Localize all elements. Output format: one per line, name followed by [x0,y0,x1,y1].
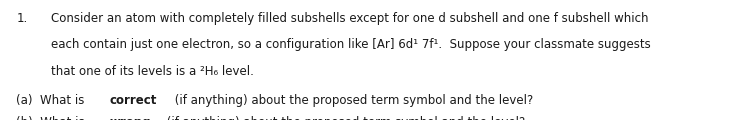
Text: (if anything) about the proposed term symbol and the level?: (if anything) about the proposed term sy… [164,116,526,120]
Text: (a)  What is: (a) What is [16,94,88,107]
Text: (b)  What is: (b) What is [16,116,88,120]
Text: correct: correct [110,94,157,107]
Text: (if anything) about the proposed term symbol and the level?: (if anything) about the proposed term sy… [171,94,533,107]
Text: each contain just one electron, so a configuration like [Ar] 6d¹ 7f¹.  Suppose y: each contain just one electron, so a con… [51,38,651,51]
Text: that one of its levels is a ²H₆ level.: that one of its levels is a ²H₆ level. [51,65,254,78]
Text: wrong: wrong [110,116,152,120]
Text: 1.: 1. [16,12,28,25]
Text: Consider an atom with completely filled subshells except for one d subshell and : Consider an atom with completely filled … [51,12,649,25]
